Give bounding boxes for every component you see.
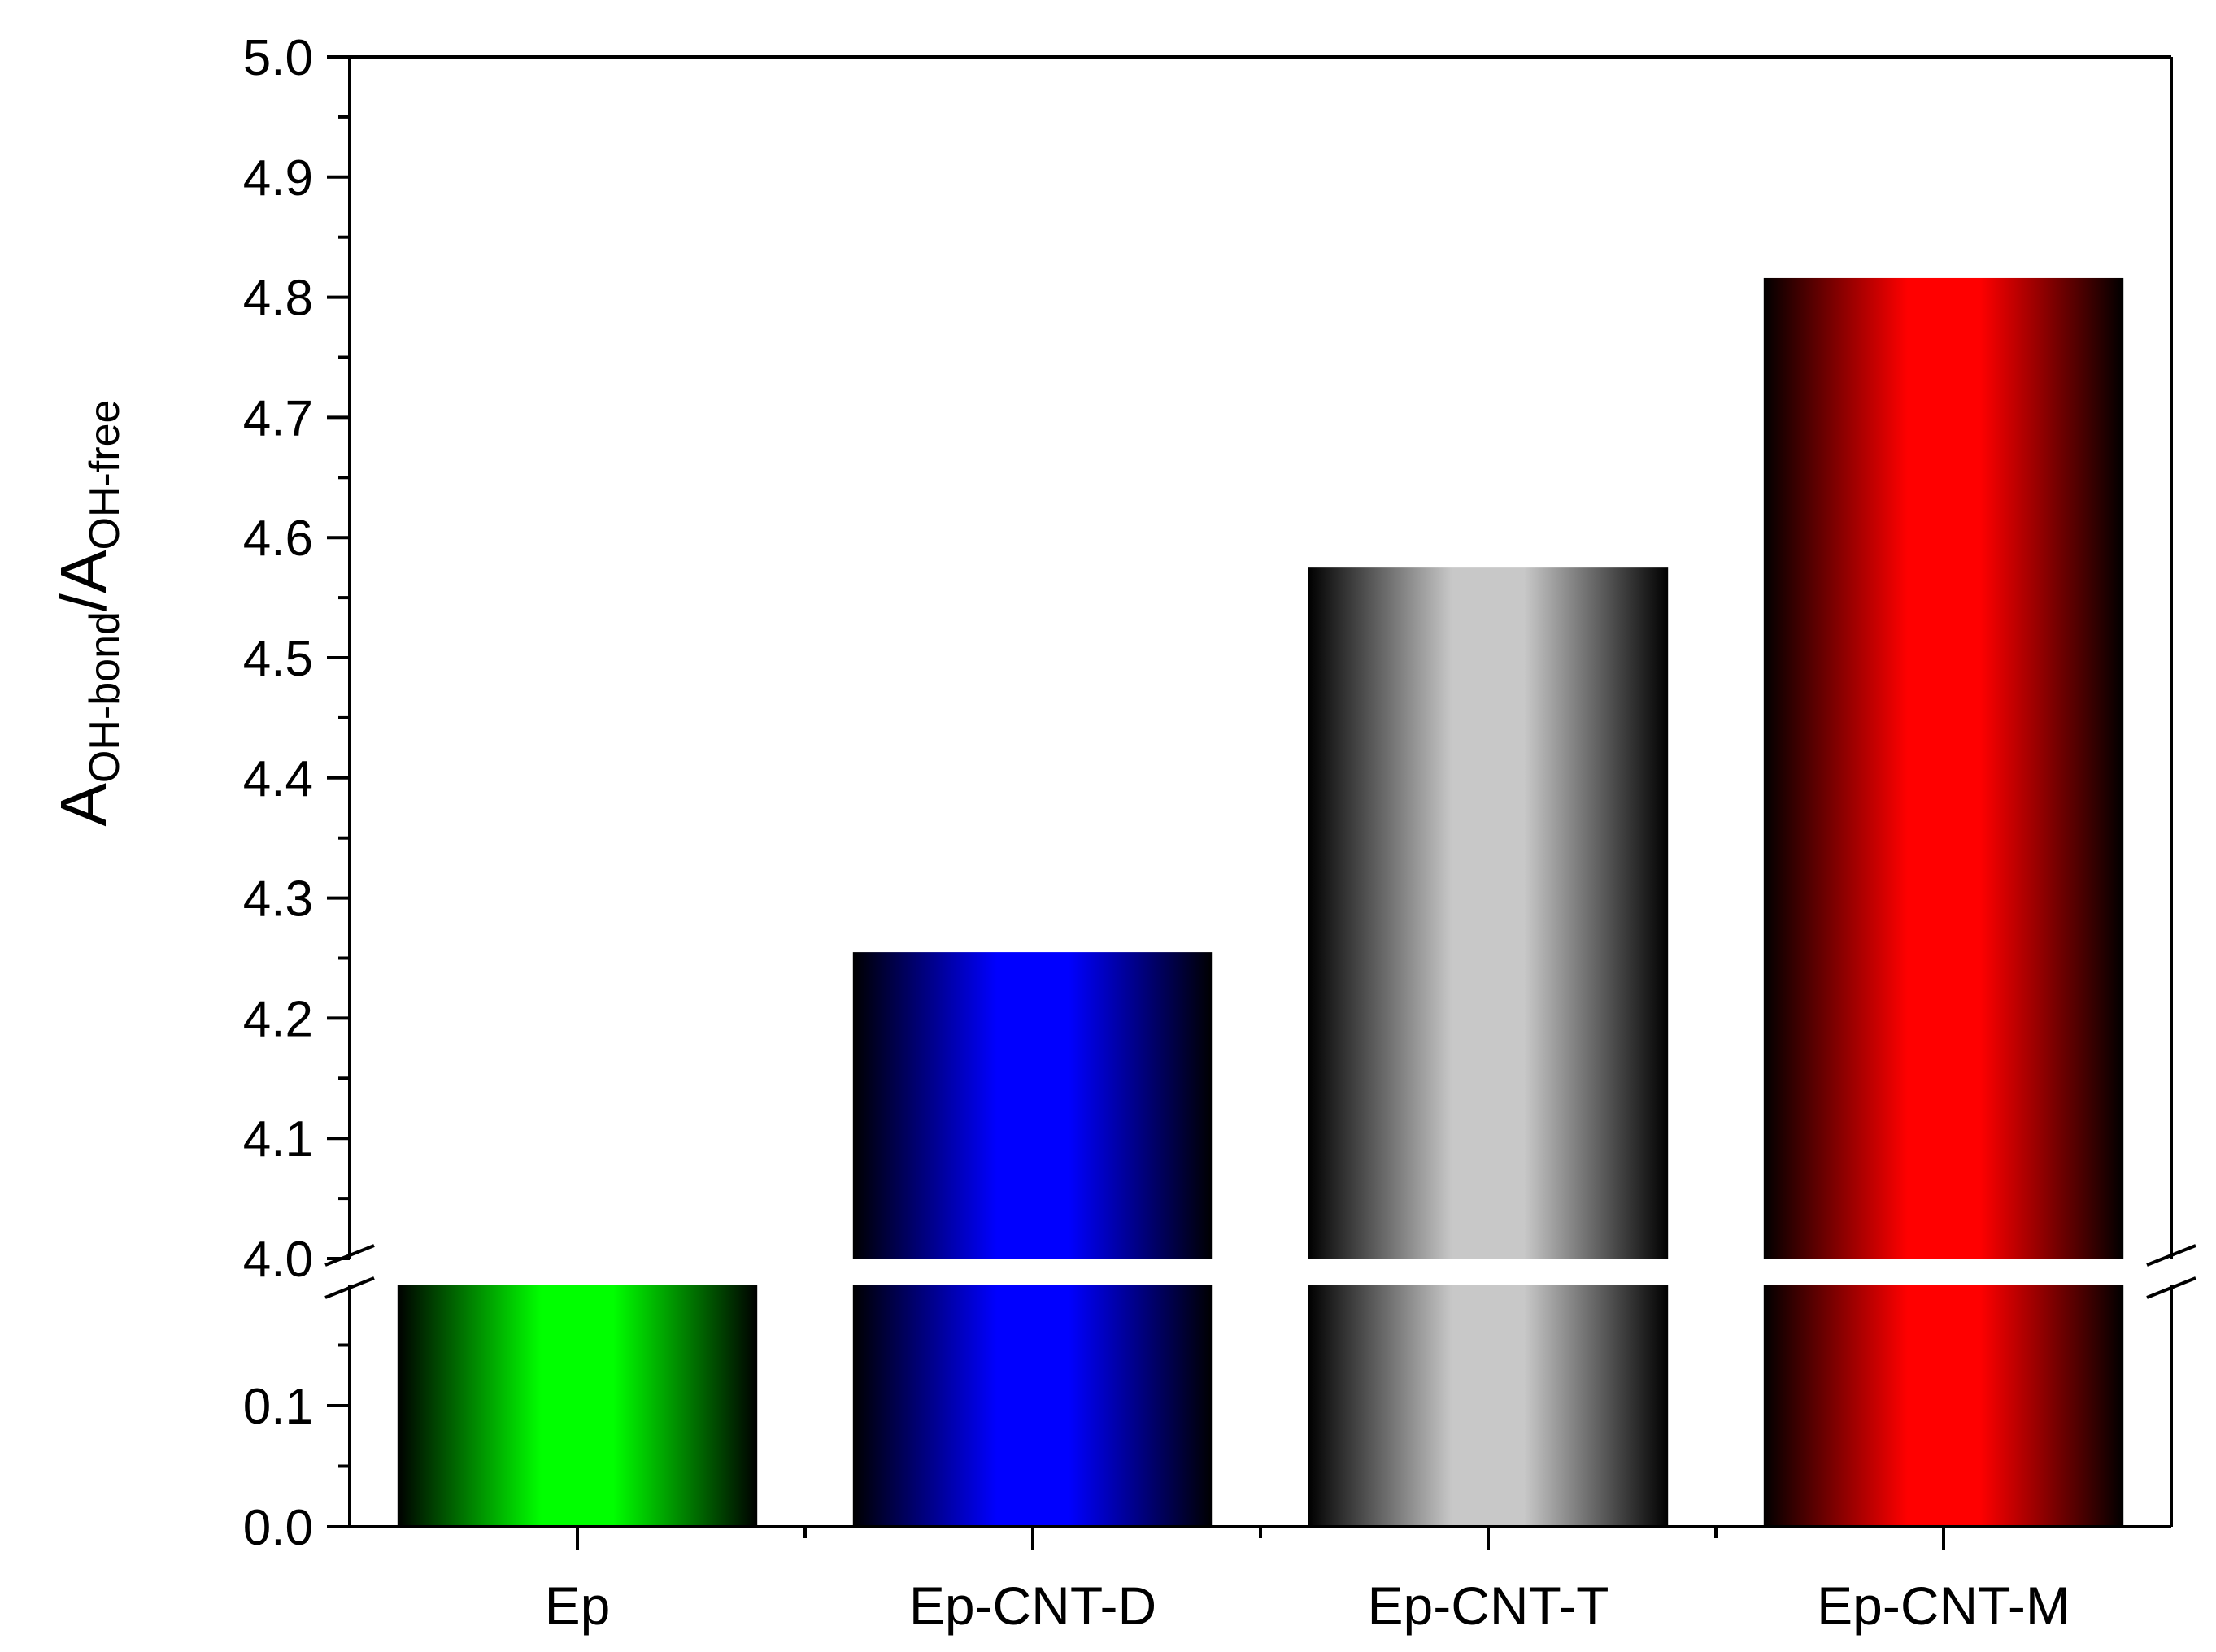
bar-lower-segment	[1308, 1285, 1669, 1527]
y-ticks: 4.0 4.1 4.2 4.3 4.4 4.5 4.6 4.7 4.8 4.9 5.0 0.0 0.1	[243, 30, 350, 1556]
bar-lower-segment	[852, 1285, 1213, 1527]
x-tick-label: Ep-CNT-D	[909, 1576, 1156, 1636]
y-axis-title-text: AOH-bond/AOH-free	[47, 400, 128, 827]
axis-break-mark	[324, 1276, 375, 1299]
bars-layer	[397, 277, 2124, 1527]
bar-ep	[397, 1285, 758, 1527]
x-ticks: Ep Ep-CNT-D Ep-CNT-T Ep-CNT-M	[545, 1527, 2070, 1636]
y-tick-label: 0.1	[243, 1379, 313, 1435]
bar-lower-segment	[1763, 1285, 2124, 1527]
y-tick-label: 5.0	[243, 30, 313, 86]
y-axis-title: AOH-bond/AOH-free	[47, 400, 128, 827]
x-tick-label: Ep	[545, 1576, 611, 1636]
y-tick-label: 4.0	[243, 1232, 313, 1288]
x-tick-label: Ep-CNT-T	[1368, 1576, 1609, 1636]
y-tick-label: 4.3	[243, 872, 313, 928]
axis-break-mark	[2146, 1276, 2196, 1299]
y-tick-label: 4.5	[243, 631, 313, 687]
x-tick-label: Ep-CNT-M	[1817, 1576, 2070, 1636]
bar-upper-segment	[1308, 567, 1669, 1259]
y-tick-label: 4.7	[243, 390, 313, 446]
bar-upper-segment	[852, 952, 1213, 1259]
y-tick-label: 4.8	[243, 271, 313, 327]
y-tick-label: 4.9	[243, 150, 313, 206]
y-tick-label: 4.4	[243, 751, 313, 807]
bar-upper-segment	[1763, 277, 2124, 1259]
axis-break-mark	[324, 1244, 375, 1267]
y-tick-label: 4.6	[243, 511, 313, 567]
axis-break-mark	[2146, 1244, 2196, 1267]
bar-ep-cnt-d	[852, 952, 1213, 1527]
y-tick-label: 4.1	[243, 1111, 313, 1167]
bar-ep-cnt-m	[1763, 277, 2124, 1527]
y-tick-label: 4.2	[243, 991, 313, 1047]
bar-ep-cnt-t	[1308, 567, 1669, 1527]
y-tick-label: 0.0	[243, 1500, 313, 1556]
bar-lower-segment	[397, 1285, 758, 1527]
